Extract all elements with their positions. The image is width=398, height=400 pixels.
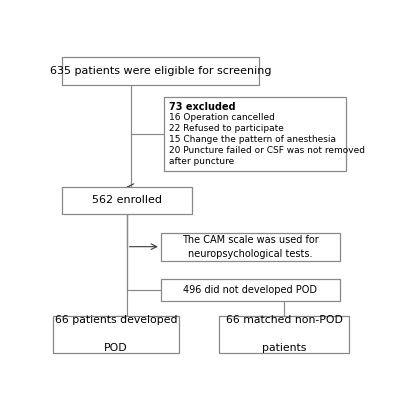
FancyBboxPatch shape <box>62 57 259 85</box>
FancyBboxPatch shape <box>53 316 179 353</box>
Text: 562 enrolled: 562 enrolled <box>92 196 162 206</box>
FancyBboxPatch shape <box>62 186 191 214</box>
FancyBboxPatch shape <box>164 97 346 171</box>
Text: 496 did not developed POD: 496 did not developed POD <box>183 285 317 295</box>
Text: 635 patients were eligible for screening: 635 patients were eligible for screening <box>50 66 271 76</box>
Text: 73 excluded: 73 excluded <box>170 102 236 112</box>
Text: 20 Puncture failed or CSF was not removed: 20 Puncture failed or CSF was not remove… <box>170 146 365 155</box>
Text: The CAM scale was used for
neuropsychological tests.: The CAM scale was used for neuropsycholo… <box>182 235 319 259</box>
Text: 66 patients developed

POD: 66 patients developed POD <box>55 316 178 354</box>
Text: 16 Operation cancelled: 16 Operation cancelled <box>170 114 275 122</box>
Text: after puncture: after puncture <box>170 157 235 166</box>
FancyBboxPatch shape <box>161 279 339 300</box>
Text: 22 Refused to participate: 22 Refused to participate <box>170 124 284 133</box>
FancyBboxPatch shape <box>161 233 339 260</box>
Text: 15 Change the pattern of anesthesia: 15 Change the pattern of anesthesia <box>170 135 336 144</box>
FancyBboxPatch shape <box>219 316 349 353</box>
Text: 66 matched non-POD

patients: 66 matched non-POD patients <box>226 316 343 354</box>
